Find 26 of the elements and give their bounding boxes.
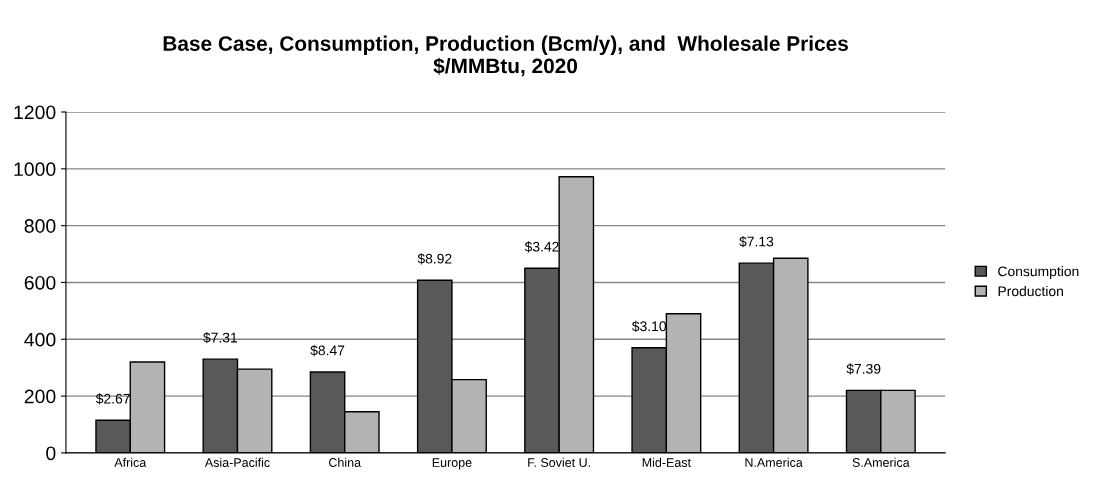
legend-label: Consumption bbox=[998, 266, 1079, 279]
y-tick-label: 200 bbox=[24, 389, 56, 404]
annotation: $2.67 bbox=[95, 393, 130, 405]
annotation: $7.39 bbox=[846, 363, 881, 375]
annotation: $3.10 bbox=[631, 320, 667, 332]
x-tick-label: Africa bbox=[114, 457, 147, 467]
x-tick-label: Asia-Pacific bbox=[204, 457, 270, 467]
annotation: $8.92 bbox=[417, 253, 452, 265]
x-tick-label: Europe bbox=[432, 458, 472, 470]
y-tick-label: 0 bbox=[46, 446, 56, 461]
x-tick-label: China bbox=[329, 457, 362, 467]
y-tick-label: 400 bbox=[24, 332, 56, 347]
x-tick-label: S.America bbox=[852, 457, 910, 467]
y-tick-label: 600 bbox=[24, 275, 56, 290]
annotation: $3.42 bbox=[524, 241, 559, 253]
y-tick-label: 800 bbox=[24, 219, 56, 233]
annotation: $7.31 bbox=[203, 332, 238, 344]
x-tick-label: Mid-East bbox=[642, 457, 691, 467]
y-tick-label: 1200 bbox=[14, 105, 56, 120]
chart-title: Base Case, Consumption, Production (Bcm/y), and Wholesale Prices $/MMBtu, 2020 bbox=[163, 35, 848, 77]
x-tick-label: F. Soviet U. bbox=[528, 457, 590, 467]
annotation: $8.47 bbox=[310, 344, 345, 357]
legend-label: Production bbox=[998, 285, 1063, 297]
x-tick-label: N.America bbox=[745, 457, 803, 467]
annotation: $7.13 bbox=[739, 236, 774, 248]
y-tick-label: 1000 bbox=[14, 162, 56, 177]
